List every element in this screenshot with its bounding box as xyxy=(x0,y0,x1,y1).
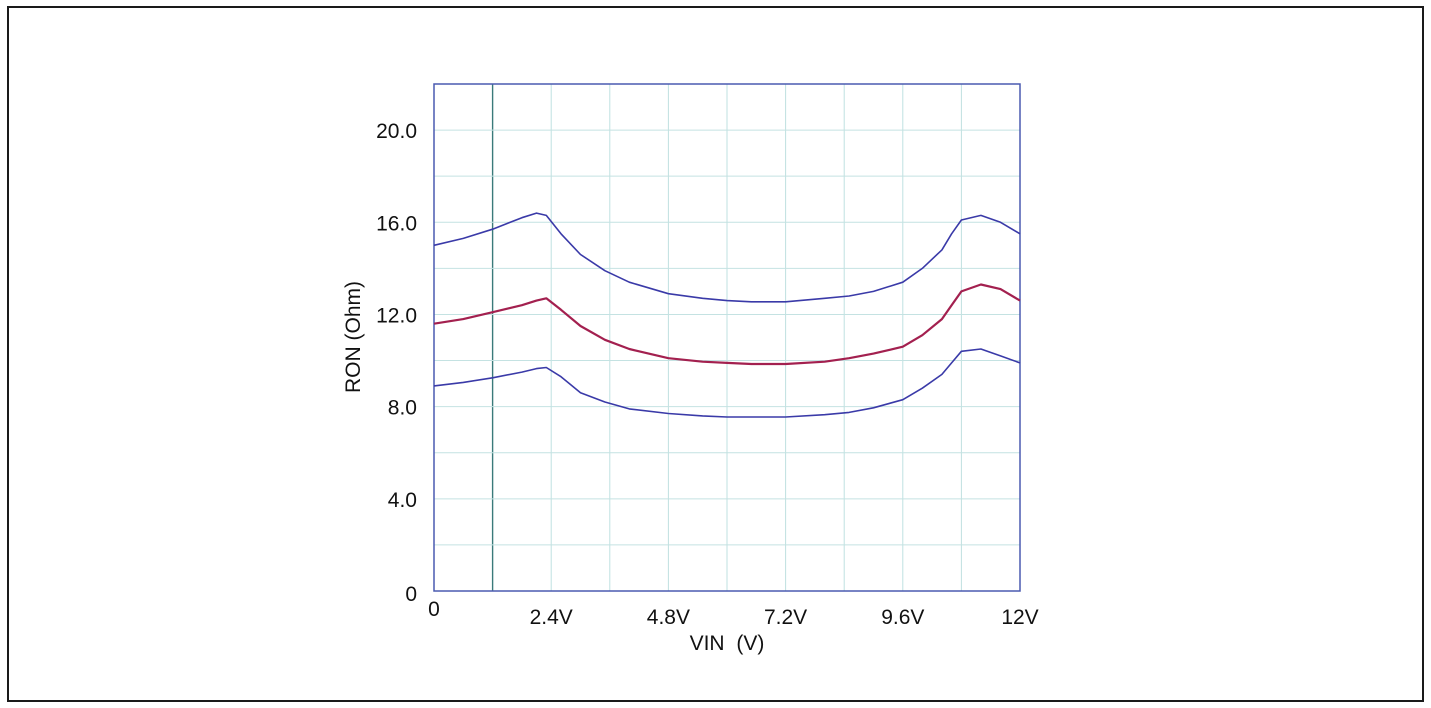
series-line-3 xyxy=(433,348,1021,418)
x-tick-label: 4.8V xyxy=(647,606,690,629)
x-axis-label-unit: (V) xyxy=(736,632,764,655)
x-tick-label: 12V xyxy=(1001,606,1038,629)
y-tick-label: 16.0 xyxy=(376,212,417,235)
plot-border xyxy=(433,83,1021,592)
y-tick-label: 0 xyxy=(405,583,417,606)
x-tick-label: 9.6V xyxy=(881,606,924,629)
y-tick-label: 12.0 xyxy=(376,304,417,327)
y-tick-label: 20.0 xyxy=(376,120,417,143)
series-layer xyxy=(433,212,1021,418)
series-line-2 xyxy=(433,283,1021,366)
x-tick-label: 0 xyxy=(428,598,440,621)
ron-vs-vin-chart: 0 2.4V 4.8V 7.2V 9.6V 12V 0 4.0 8.0 12.0 16.0 20.0… xyxy=(342,83,1039,655)
x-tick-label: 2.4V xyxy=(530,606,573,629)
grid-lines xyxy=(434,84,1020,591)
figure-frame: 0 2.4V 4.8V 7.2V 9.6V 12V 0 4.0 8.0 12.0 16.0 20.0… xyxy=(7,6,1424,702)
x-tick-labels: 0 2.4V 4.8V 7.2V 9.6V 12V xyxy=(428,598,1039,629)
x-axis-label: VIN (V) xyxy=(690,632,765,655)
x-axis-label-main: VIN xyxy=(690,632,725,655)
y-tick-label: 4.0 xyxy=(388,489,417,512)
series-line-1 xyxy=(433,212,1021,303)
y-axis-label: RON (Ohm) xyxy=(342,281,365,393)
y-tick-label: 8.0 xyxy=(388,397,417,420)
x-tick-label: 7.2V xyxy=(764,606,807,629)
y-tick-labels: 0 4.0 8.0 12.0 16.0 20.0 xyxy=(376,120,417,606)
